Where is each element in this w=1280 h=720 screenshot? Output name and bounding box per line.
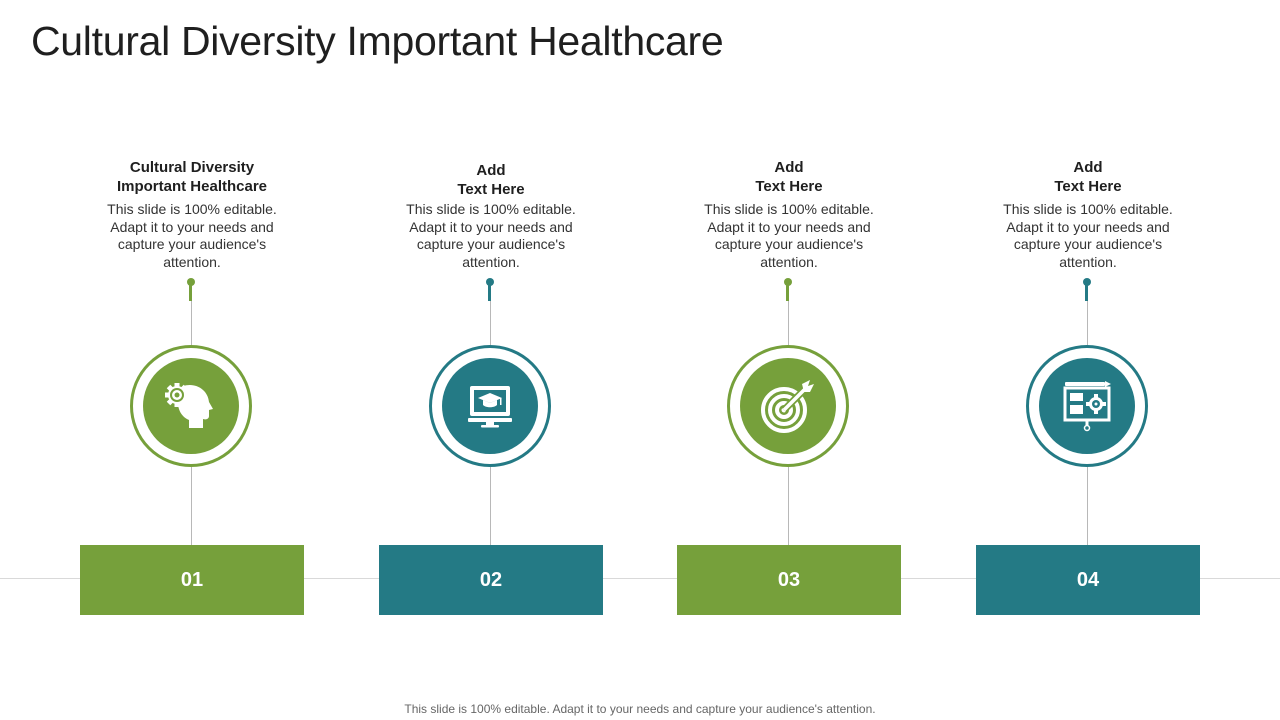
step-number: 03 <box>777 568 801 591</box>
connector-stem <box>786 284 789 301</box>
icon-disc <box>442 358 538 454</box>
step-description: This slide is 100% editable. Adapt it to… <box>704 201 874 270</box>
monitor-graduation-cap-icon <box>468 386 512 428</box>
connector-line-bottom <box>191 467 192 545</box>
step-number: 02 <box>479 568 503 591</box>
presentation-board-gear-icon <box>1063 381 1111 432</box>
connector-line-bottom <box>788 467 789 545</box>
icon-ring <box>130 345 252 467</box>
icon-disc <box>1039 358 1135 454</box>
connector-line-top <box>490 300 491 345</box>
connector-line-bottom <box>1087 467 1088 545</box>
connector-line-top <box>1087 300 1088 345</box>
slide-title: Cultural Diversity Important Healthcare <box>31 18 724 64</box>
step-number-box: 02 <box>379 545 603 615</box>
icon-disc <box>740 358 836 454</box>
connector-dot <box>784 278 792 286</box>
step-heading: Add Text Here <box>1054 159 1122 195</box>
step-item-4: Add Text Here This slide is 100% editabl… <box>976 0 1200 720</box>
step-number-box: 03 <box>677 545 901 615</box>
connector-stem <box>189 284 192 301</box>
connector-stem <box>1085 284 1088 301</box>
step-heading: Add Text Here <box>457 162 525 198</box>
connector-dot <box>187 278 195 286</box>
timeline-baseline <box>0 578 1280 579</box>
icon-ring <box>727 345 849 467</box>
connector-line-bottom <box>490 467 491 545</box>
step-item-3: Add Text Here This slide is 100% editabl… <box>677 0 901 720</box>
connector-line-top <box>788 300 789 345</box>
step-number: 04 <box>1076 568 1100 591</box>
step-heading: Cultural Diversity Important Healthcare <box>116 159 268 195</box>
step-item-1: Cultural Diversity Important Healthcare … <box>80 0 304 720</box>
connector-line-top <box>191 300 192 345</box>
target-arrow-icon <box>761 380 814 433</box>
connector-dot <box>1083 278 1091 286</box>
icon-ring <box>429 345 551 467</box>
head-gear-icon <box>165 383 213 428</box>
step-description: This slide is 100% editable. Adapt it to… <box>1003 201 1173 270</box>
connector-dot <box>486 278 494 286</box>
step-number: 01 <box>180 568 204 591</box>
footer-note: This slide is 100% editable. Adapt it to… <box>404 702 876 716</box>
step-number-box: 01 <box>80 545 304 615</box>
icon-ring <box>1026 345 1148 467</box>
step-description: This slide is 100% editable. Adapt it to… <box>406 201 576 270</box>
step-description: This slide is 100% editable. Adapt it to… <box>107 201 277 270</box>
step-heading: Add Text Here <box>755 159 823 195</box>
step-number-box: 04 <box>976 545 1200 615</box>
step-item-2: Add Text Here This slide is 100% editabl… <box>379 0 603 720</box>
connector-stem <box>488 284 491 301</box>
icon-disc <box>143 358 239 454</box>
